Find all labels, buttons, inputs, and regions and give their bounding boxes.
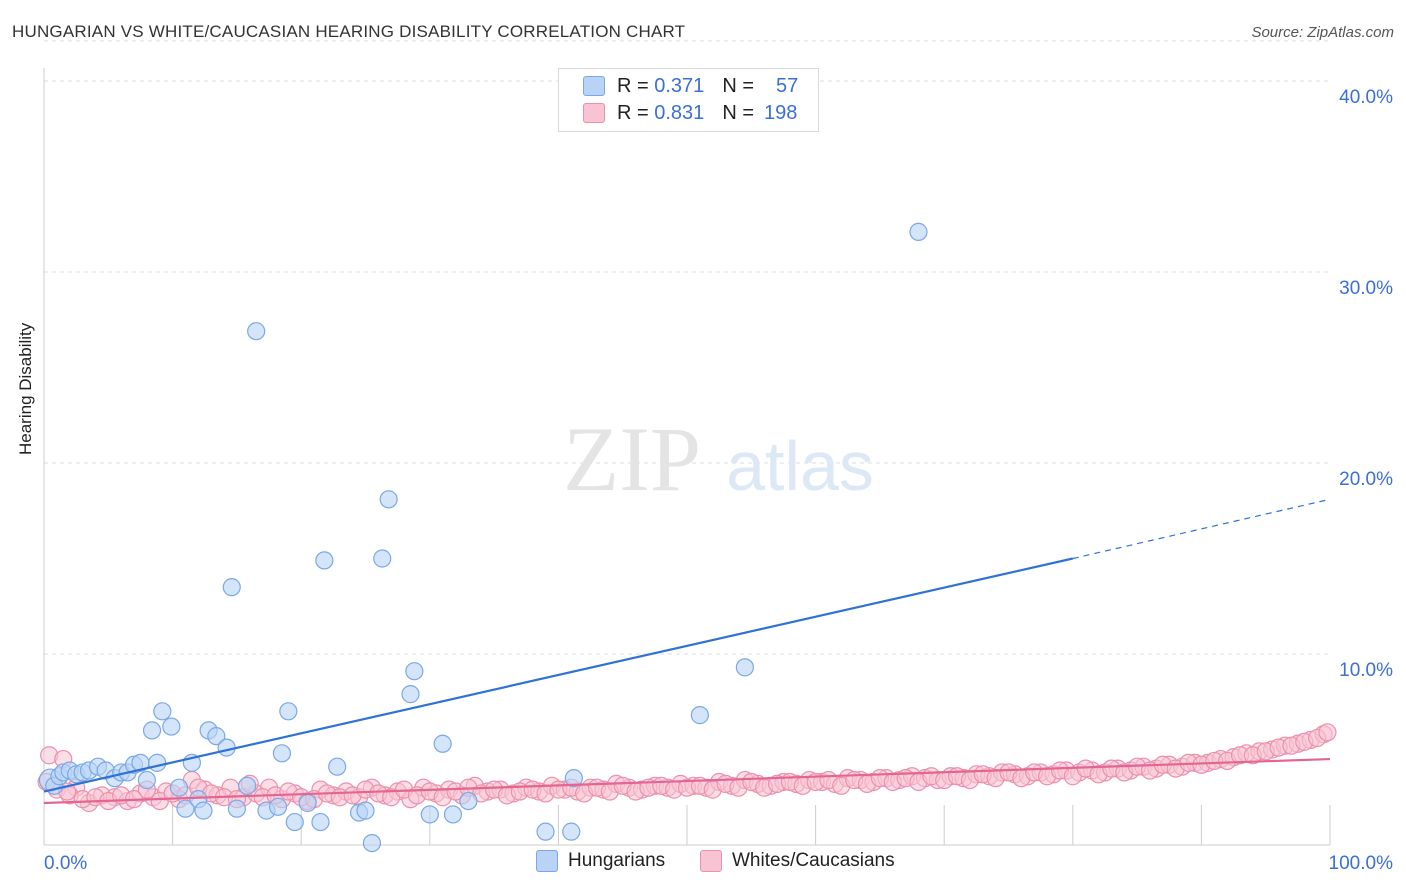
bottom-legend-label: Hungarians — [568, 850, 666, 871]
data-point-hungarians — [690, 706, 709, 725]
data-point-hungarians — [405, 662, 424, 681]
whites-caucasians-points — [37, 723, 1337, 813]
data-point-hungarians — [362, 833, 382, 853]
x-tick-label: 0.0% — [44, 853, 87, 874]
data-point-hungarians — [433, 734, 452, 753]
data-point-hungarians — [279, 702, 298, 721]
data-point-hungarians — [176, 799, 195, 818]
trend-line-whites — [43, 757, 1331, 805]
x-tick-label: 100.0% — [1329, 853, 1394, 874]
data-point-hungarians — [328, 757, 347, 776]
bottom-legend-whites: Whites/Caucasians — [700, 850, 895, 872]
trend-line-hungarians-extension — [1072, 498, 1331, 560]
data-point-hungarians — [137, 770, 156, 790]
bottom-legend-hungarians: Hungarians — [536, 850, 665, 872]
legend-row-whites: R = 0.831 N = 198 — [583, 100, 797, 126]
data-point-hungarians — [247, 322, 266, 341]
data-point-hungarians — [153, 702, 172, 721]
legend-n-label: N = — [722, 74, 754, 97]
data-point-whites — [1318, 723, 1337, 742]
data-point-hungarians — [238, 776, 257, 795]
data-point-hungarians — [222, 578, 241, 597]
data-point-hungarians — [443, 805, 463, 824]
chart-title: HUNGARIAN VS WHITE/CAUCASIAN HEARING DIS… — [12, 22, 686, 41]
data-point-hungarians — [373, 549, 392, 568]
data-point-hungarians — [169, 778, 189, 797]
data-point-hungarians — [564, 769, 583, 788]
trend-line-hungarians — [43, 557, 1074, 793]
data-point-hungarians — [562, 822, 581, 841]
data-point-hungarians — [217, 738, 236, 757]
data-point-hungarians — [272, 744, 292, 763]
legend-swatch-pink — [583, 103, 605, 123]
data-point-hungarians — [459, 791, 478, 811]
grid — [44, 40, 1330, 655]
data-point-hungarians — [356, 801, 375, 820]
y-tick-label: 30.0% — [1339, 278, 1393, 299]
y-tick-labels: 10.0% 20.0% 30.0% 40.0% — [1339, 87, 1393, 681]
data-point-hungarians — [194, 801, 213, 820]
y-tick-label: 40.0% — [1339, 87, 1393, 108]
legend-swatch-blue — [583, 76, 605, 96]
data-point-hungarians — [315, 551, 334, 570]
data-point-hungarians — [298, 793, 317, 813]
y-tick-label: 20.0% — [1339, 469, 1393, 490]
legend-r-value: 0.371 — [654, 74, 705, 97]
bottom-legend-swatch-blue — [536, 850, 558, 872]
data-point-hungarians — [311, 812, 330, 832]
data-point-hungarians — [285, 812, 304, 832]
data-point-hungarians — [420, 805, 439, 824]
legend: R = 0.371 N = 57 R = 0.831 N = 198 — [558, 68, 819, 132]
data-point-hungarians — [148, 753, 167, 772]
data-point-hungarians — [735, 658, 754, 677]
data-point-hungarians — [401, 685, 420, 704]
bottom-legend-label: Whites/Caucasians — [732, 850, 895, 871]
hungarians-points — [38, 222, 928, 853]
legend-n-value: 198 — [764, 101, 798, 124]
legend-row-hungarians: R = 0.371 N = 57 — [583, 73, 798, 99]
data-point-hungarians — [536, 822, 555, 841]
legend-r-label: R = — [617, 74, 649, 97]
watermark-zip: ZIP — [563, 408, 701, 510]
data-point-hungarians — [268, 797, 288, 816]
data-point-hungarians — [909, 222, 928, 241]
legend-r-label: R = — [617, 101, 649, 124]
data-point-hungarians — [379, 490, 398, 509]
data-point-hungarians — [142, 721, 162, 740]
watermark: ZIP atlas — [563, 408, 874, 510]
legend-r-value: 0.831 — [654, 101, 705, 124]
legend-n-value: 57 — [776, 74, 799, 97]
x-tick-labels: 0.0% 100.0% — [44, 853, 1393, 874]
data-point-hungarians — [207, 727, 226, 746]
data-point-hungarians — [227, 799, 246, 818]
bottom-legend-swatch-pink — [700, 850, 722, 872]
trend-lines — [43, 498, 1331, 805]
source-label: Source: ZipAtlas.com — [1251, 24, 1394, 41]
axes — [43, 68, 1330, 846]
y-tick-label: 10.0% — [1339, 660, 1393, 681]
legend-n-label: N = — [722, 101, 754, 124]
data-point-hungarians — [162, 717, 181, 736]
watermark-atlas: atlas — [726, 427, 874, 505]
